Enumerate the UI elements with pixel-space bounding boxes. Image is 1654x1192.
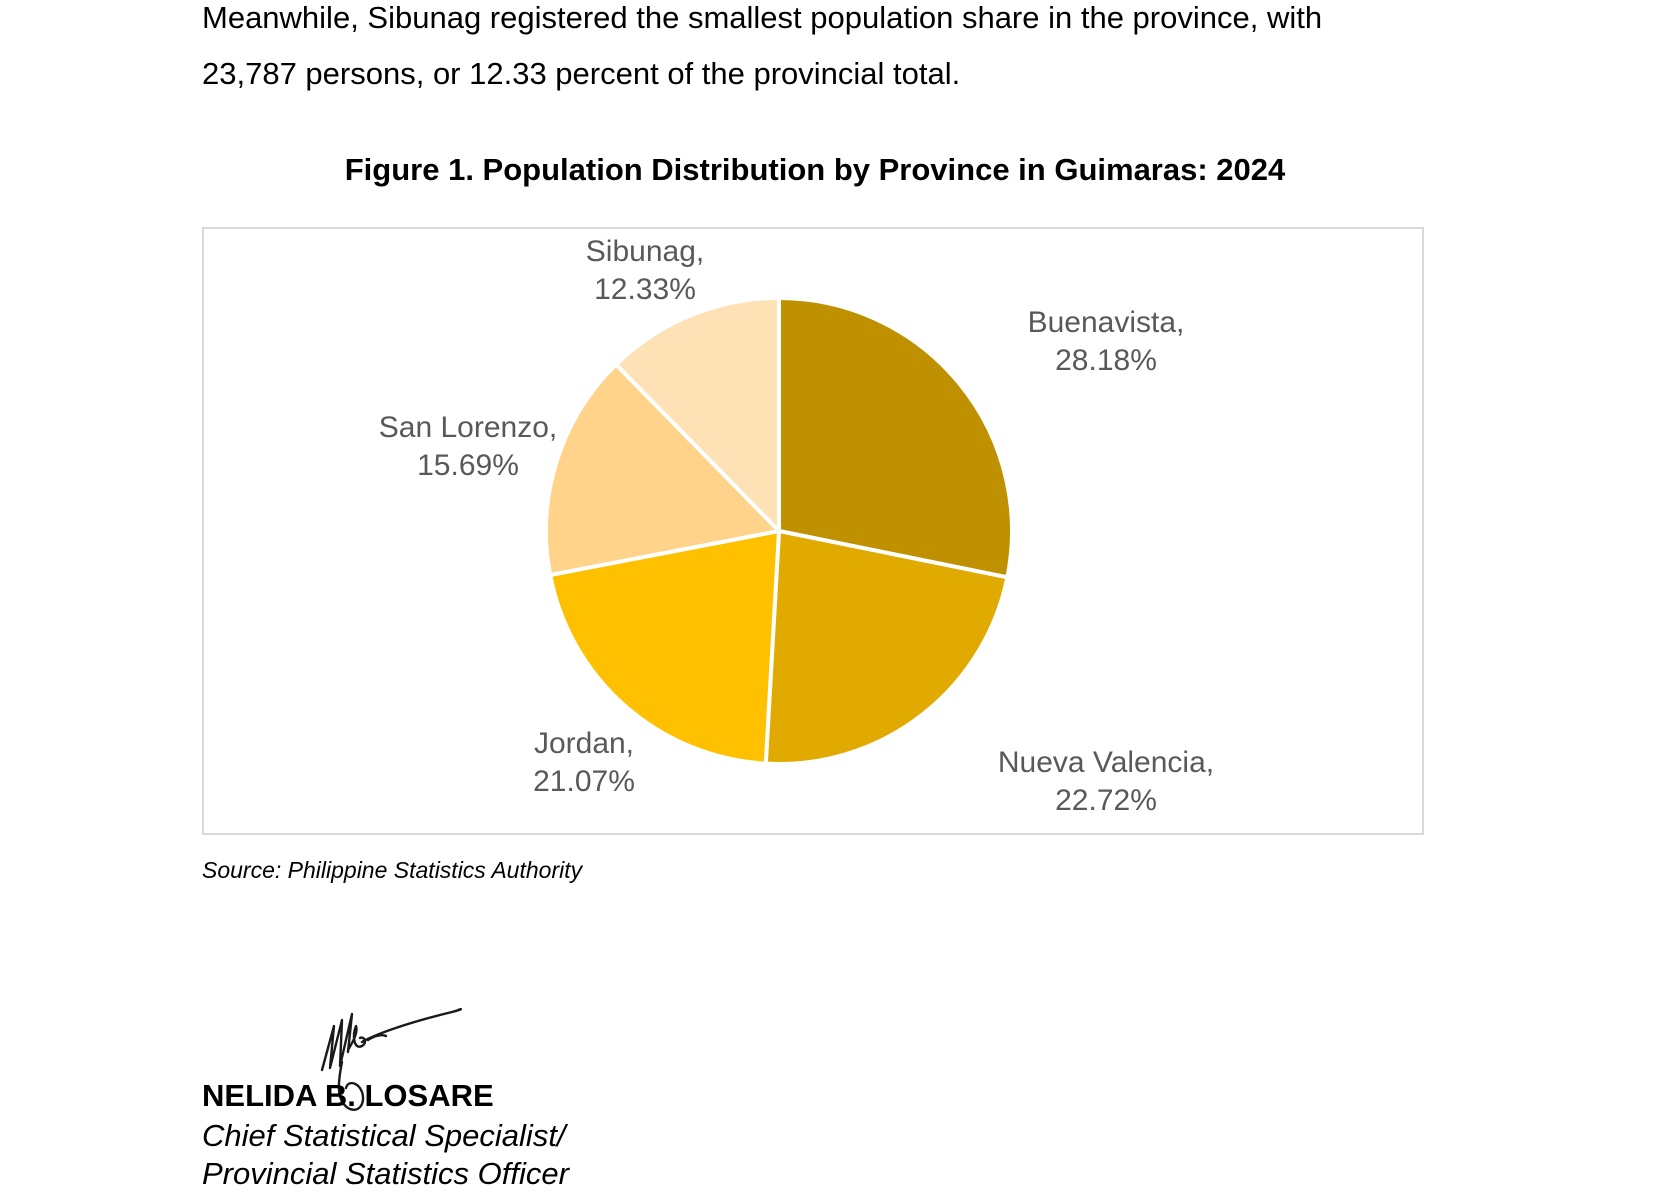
slice-label-buenavista: Buenavista, 28.18% <box>1028 304 1185 380</box>
source-note: Source: Philippine Statistics Authority <box>202 857 583 883</box>
slice-label-san-lorenzo: San Lorenzo, 15.69% <box>379 409 557 485</box>
signatory-title: Provincial Statistics Officer <box>202 1156 569 1191</box>
slice-label-value: 21.07% <box>533 765 635 798</box>
figure-title: Figure 1. Population Distribution by Pro… <box>344 152 1286 187</box>
slice-label-name: Jordan, <box>533 727 635 760</box>
pie-chart: Buenavista, 28.18% Nueva Valencia, 22.72… <box>202 227 1424 835</box>
slice-label-name: Nueva Valencia, <box>997 746 1215 779</box>
signature-block: NELIDA B. LOSARE Chief Statistical Speci… <box>202 990 702 1191</box>
slice-label-value: 12.33% <box>594 273 696 306</box>
signatory-title: Chief Statistical Specialist/ <box>202 1118 566 1153</box>
slice-label-value: 22.72% <box>1055 784 1157 817</box>
pie-chart-svg <box>544 296 1014 766</box>
slice-label-jordan: Jordan, 21.07% <box>533 725 635 801</box>
pie-slice-nueva-valencia <box>763 529 1010 766</box>
slice-label-name: San Lorenzo, <box>378 411 558 444</box>
pie-slice-san-lorenzo <box>544 362 781 577</box>
slice-label-name: Sibunag, <box>585 235 705 268</box>
slice-label-sibunag: Sibunag, 12.33% <box>586 233 704 309</box>
pie-slice-jordan <box>548 529 781 766</box>
slice-label-value: 28.18% <box>1055 344 1157 377</box>
paragraph-line: Meanwhile, Sibunag registered the smalle… <box>202 0 1323 35</box>
slice-label-nueva-valencia: Nueva Valencia, 22.72% <box>998 744 1214 820</box>
slice-label-value: 15.69% <box>417 449 519 482</box>
paragraph-line: 23,787 persons, or 12.33 percent of the … <box>202 56 961 91</box>
pie-slice-buenavista <box>777 296 1014 580</box>
pie-slice-sibunag <box>614 296 781 533</box>
slice-label-name: Buenavista, <box>1027 306 1185 339</box>
handwritten-signature <box>320 1008 463 1111</box>
signatory-name: NELIDA B. LOSARE <box>202 1078 494 1113</box>
